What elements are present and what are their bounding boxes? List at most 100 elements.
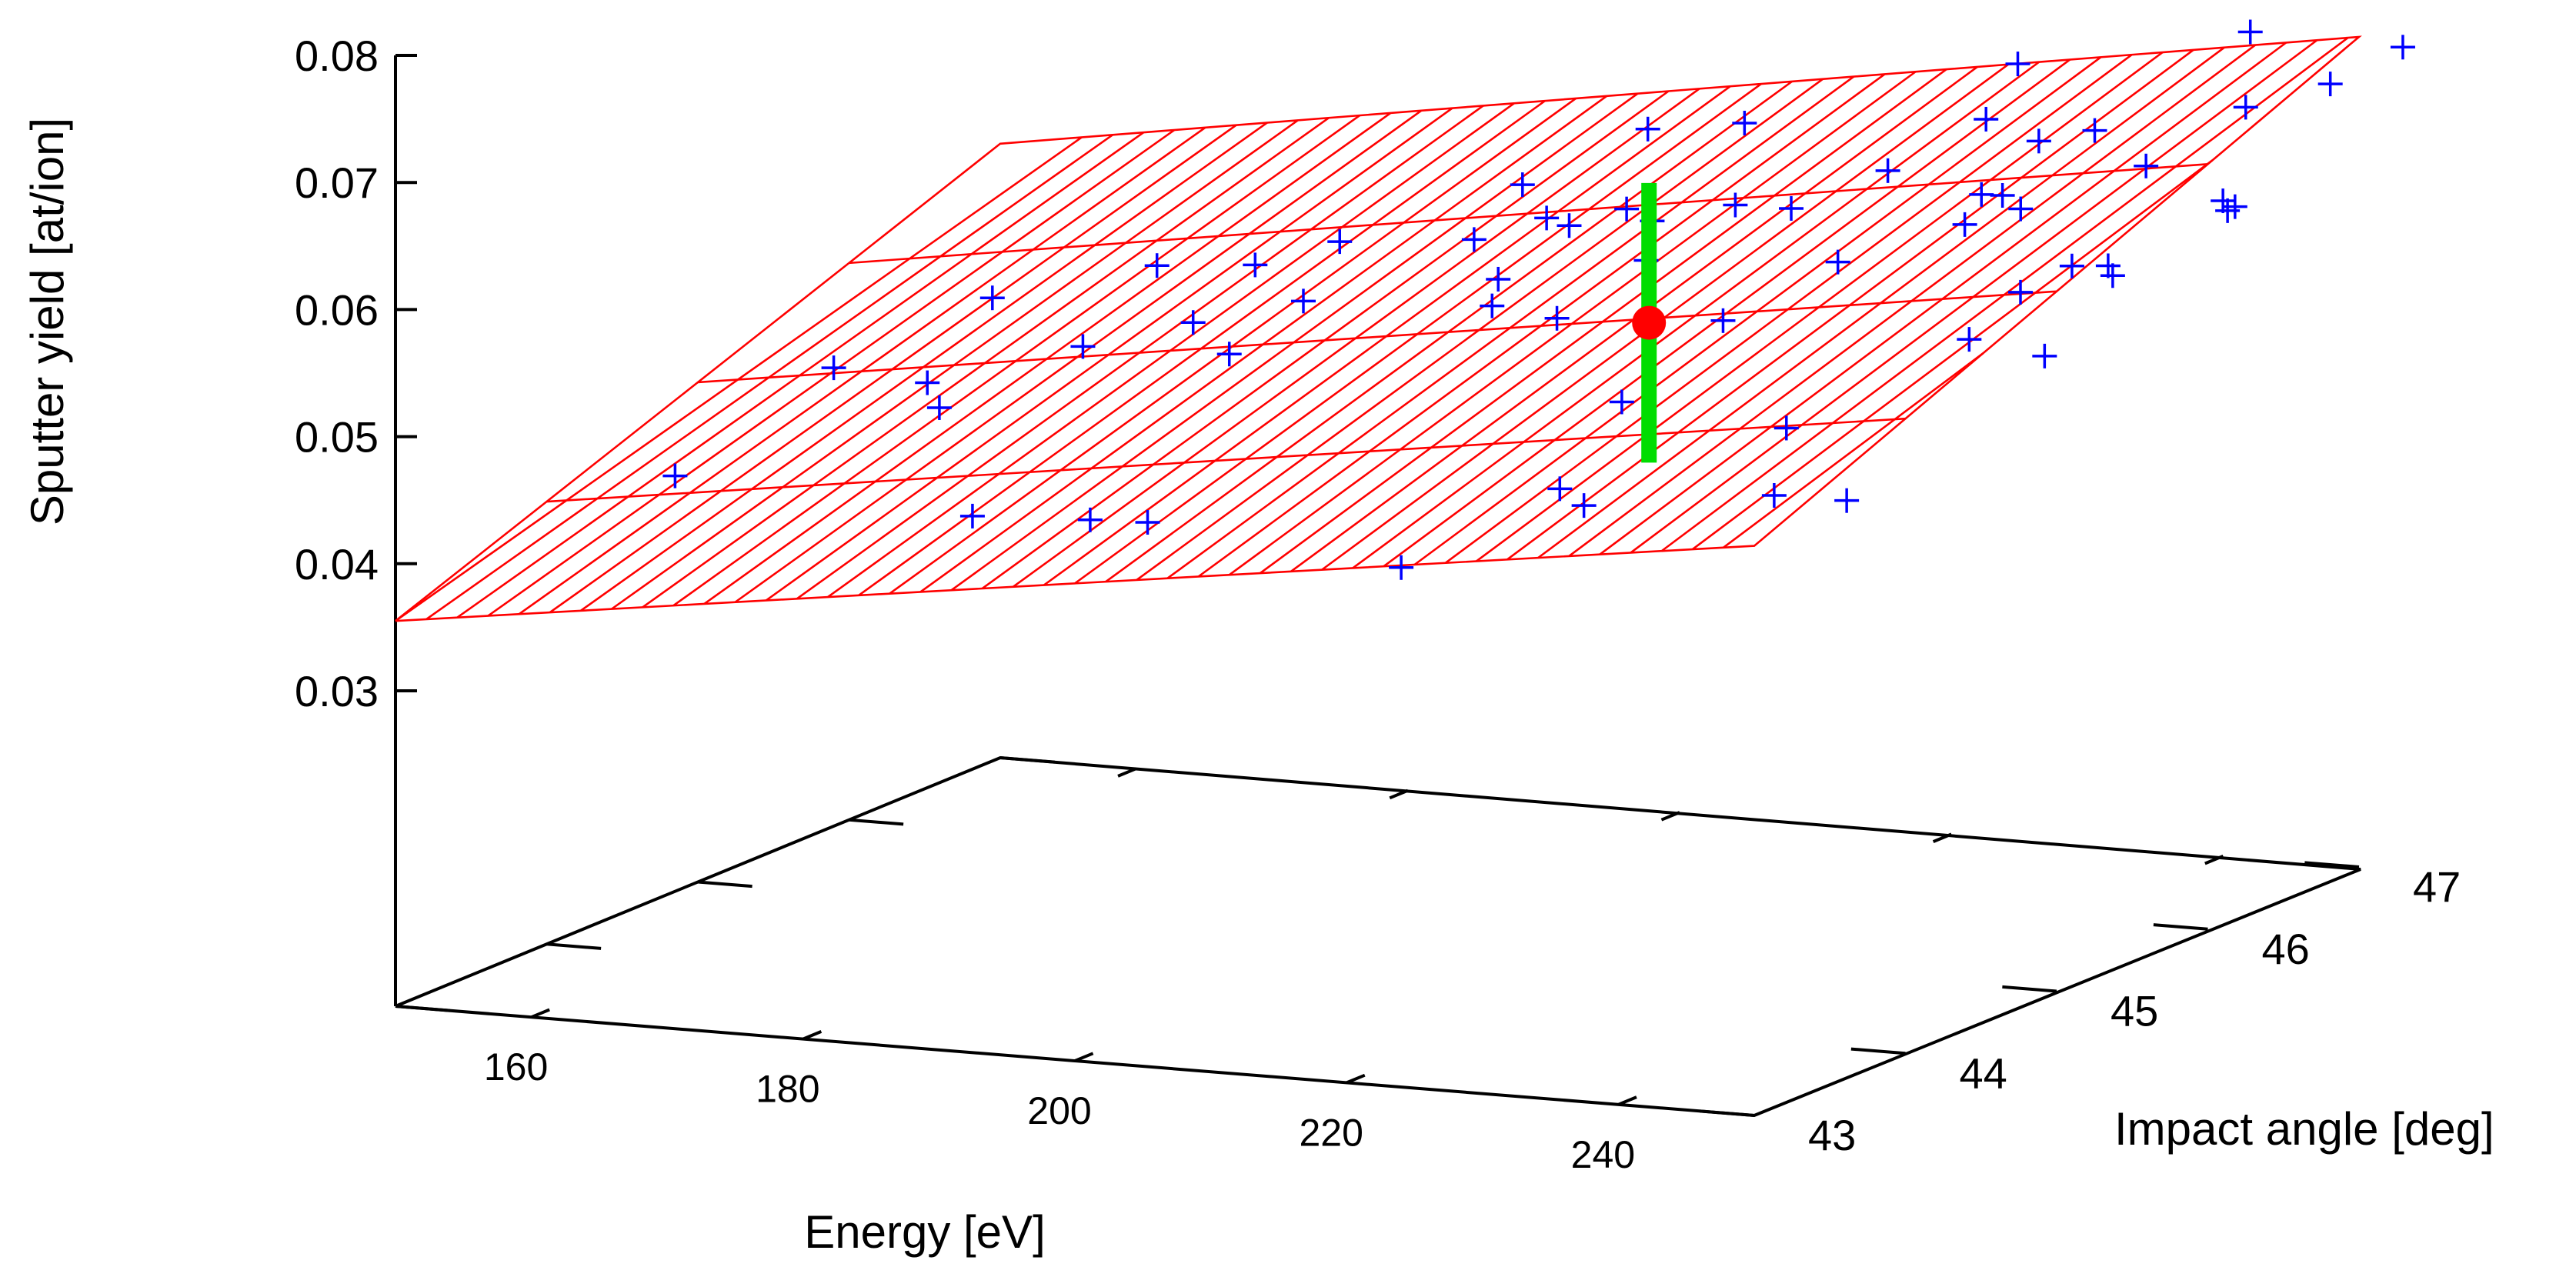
- data-point: [2222, 194, 2247, 219]
- surface-hatch-line: [518, 126, 1206, 615]
- data-point: [2008, 196, 2034, 222]
- data-point: [662, 463, 688, 488]
- data-point: [2059, 253, 2084, 278]
- y-tick-mark-left: [697, 880, 752, 889]
- data-point: [1480, 293, 1505, 318]
- surface-hatch-line: [1630, 39, 2318, 554]
- surface-hatch-line: [1723, 352, 1984, 548]
- axis-ticks: 0.03 0.04 0.05 0.06 0.07 0.08 160 180 200 220 240 4…: [295, 32, 2461, 1176]
- data-point: [1875, 158, 1900, 183]
- surface-hatch-line: [1444, 54, 2133, 564]
- surface-hatch-line: [1383, 58, 2071, 568]
- data-point: [1135, 510, 1160, 535]
- data-point: [1216, 342, 1242, 367]
- data-point: [1710, 308, 1736, 333]
- surface-hatch-line: [580, 122, 1268, 612]
- data-point: [1290, 288, 1316, 314]
- surface-hatch-line: [703, 112, 1392, 605]
- surface-hatch-line: [549, 124, 1237, 614]
- surface-hatch-line: [889, 97, 1577, 595]
- surface-hatch-line: [456, 132, 1144, 618]
- y-tick-label: 47: [2413, 862, 2461, 911]
- surface-hatch-line: [672, 114, 1360, 607]
- data-point: [1544, 305, 1570, 331]
- data-point: [1557, 213, 1582, 238]
- z-tick-label: 0.08: [295, 32, 379, 80]
- x-tick-label: 180: [756, 1068, 819, 1111]
- data-point: [2134, 153, 2159, 178]
- y-tick-mark: [2153, 923, 2208, 931]
- surface-outline: [395, 35, 2362, 622]
- z-tick-label: 0.07: [295, 158, 379, 207]
- data-point: [1327, 229, 1353, 255]
- data-point: [1952, 212, 1977, 237]
- x-tick-mark: [1617, 1095, 1637, 1106]
- y-tick-label: 45: [2111, 987, 2158, 1035]
- data-point: [2317, 72, 2343, 97]
- data-point: [1774, 415, 1799, 441]
- x-tick-mark-far: [1660, 811, 1680, 822]
- data-point: [1614, 196, 1640, 222]
- surface-hatch-line: [425, 134, 1113, 620]
- data-point: [1547, 476, 1573, 502]
- data-point: [1723, 192, 1748, 218]
- surface-hatch-line: [796, 105, 1484, 600]
- surface-hatch-line: [1660, 37, 2349, 552]
- data-point: [2026, 128, 2051, 154]
- surface-hatch-line: [642, 117, 1330, 608]
- y-tick-mark: [2304, 861, 2360, 869]
- y-tick-label: 43: [1808, 1111, 1856, 1159]
- data-point: [1779, 195, 1804, 221]
- x-tick-label: 160: [484, 1045, 548, 1089]
- surface-hatch-line: [487, 128, 1176, 617]
- data-point: [821, 355, 846, 381]
- surface-hatch-line: [395, 136, 1083, 622]
- data-point: [2007, 279, 2033, 305]
- data-point: [1974, 106, 1999, 132]
- data-point: [1486, 266, 1511, 292]
- data-point: [2390, 35, 2415, 60]
- data-point: [1957, 327, 1982, 352]
- y-tick-label: 46: [2262, 925, 2310, 973]
- x-tick-mark-far: [2204, 854, 2224, 865]
- mean-point: [1632, 305, 1667, 340]
- x-tick-mark-far: [1117, 767, 1137, 778]
- y-tick-mark: [1850, 1047, 1906, 1055]
- data-point: [1635, 116, 1660, 142]
- z-tick-label: 0.06: [295, 285, 379, 334]
- y-tick-mark: [1700, 1109, 1755, 1117]
- surface-hatch-line: [827, 102, 1515, 598]
- data-point: [2237, 19, 2263, 45]
- surface-hatch-line: [1012, 88, 1700, 588]
- y-tick-mark-left: [395, 1005, 450, 1012]
- surface-hatch-line: [734, 109, 1423, 603]
- surface-hatch-line: [1228, 71, 1917, 576]
- y-tick-mark-left: [999, 756, 1055, 764]
- x-tick-mark-far: [1389, 789, 1409, 800]
- surface-mesh-line: [697, 290, 2057, 384]
- data-point: [1834, 488, 1860, 513]
- data-point: [2100, 263, 2125, 288]
- y-tick-mark-left: [849, 818, 904, 826]
- data-point: [1461, 227, 1487, 252]
- data-point: [1077, 507, 1103, 532]
- data-point: [1144, 253, 1170, 278]
- fit-surface: [395, 35, 2362, 622]
- x-tick-mark-far: [1932, 832, 1952, 843]
- surface-hatch-line: [1413, 56, 2102, 566]
- x-tick-mark: [1074, 1052, 1094, 1062]
- surface-hatch-line: [1043, 85, 1731, 586]
- surface-hatch-line: [1136, 78, 1824, 581]
- surface-hatch-line: [1691, 159, 2214, 551]
- data-point: [2211, 188, 2236, 214]
- surface-hatch-line: [1074, 82, 1762, 585]
- axes-box: [394, 55, 2361, 1118]
- data-point: [2032, 343, 2057, 368]
- data-point: [1510, 172, 1535, 198]
- surface-hatch-line: [765, 107, 1453, 602]
- surface-hatch-line: [1105, 80, 1793, 583]
- mean-point-with-errorbar: [1632, 182, 1667, 463]
- surface-hatch-line: [1599, 42, 2287, 555]
- data-point: [926, 395, 952, 420]
